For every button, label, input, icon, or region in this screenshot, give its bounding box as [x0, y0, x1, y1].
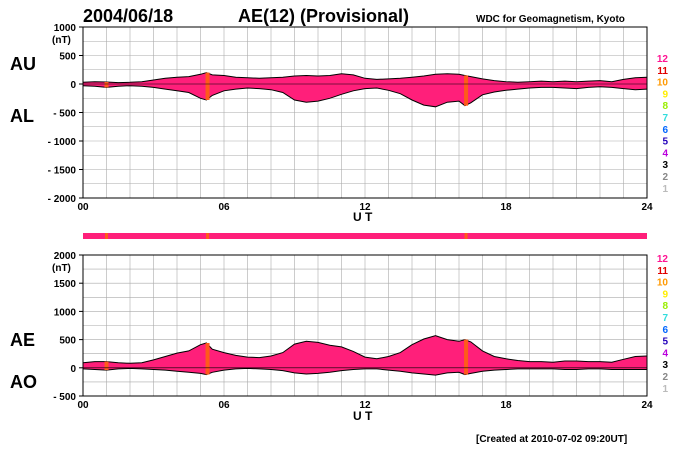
top-y-tick-label: - 1500 [48, 166, 77, 177]
top-x-tick-label: 12 [359, 202, 371, 213]
bottom-y-tick-label: 1000 [54, 307, 77, 318]
bottom-station-count-label: 9 [662, 289, 668, 300]
top-station-count-label: 12 [657, 54, 669, 65]
ao-series-label: AO [10, 372, 37, 392]
bottom-station-count-label: 3 [662, 360, 668, 371]
top-highlight-mark [464, 75, 469, 106]
bottom-envelope-area [83, 335, 647, 376]
bottom-ae-line [82, 335, 648, 364]
bottom-y-tick-label: - 500 [53, 392, 76, 403]
bottom-x-tick-label: 00 [77, 400, 89, 411]
top-x-tick-label: 24 [641, 202, 653, 213]
top-highlight-mark [205, 72, 210, 100]
top-station-count-label: 3 [662, 160, 668, 171]
bottom-station-count-label: 8 [662, 301, 668, 312]
au-series-label: AU [10, 54, 36, 74]
bottom-y-tick-label: 1500 [54, 279, 77, 290]
bottom-plot-frame [82, 254, 648, 397]
top-highlight-mark [104, 82, 109, 88]
top-station-count-label: 9 [662, 89, 668, 100]
top-station-count-label: 4 [662, 148, 668, 159]
bottom-y-tick-label: 2000 [54, 251, 77, 262]
top-al-line [82, 85, 648, 108]
figure-title: AE(12) (Provisional) [238, 6, 409, 26]
top-y-tick-label: - 2000 [48, 194, 77, 205]
top-station-count-label: 6 [662, 125, 668, 136]
station-coverage-mark [105, 233, 108, 239]
bottom-unit-label: (nT) [52, 263, 71, 274]
top-y-tick-label: 0 [70, 80, 76, 91]
bottom-station-count-label: 5 [662, 337, 668, 348]
created-timestamp: [Created at 2010-07-02 09:20UT] [476, 434, 627, 445]
source-label: WDC for Geomagnetism, Kyoto [476, 14, 625, 25]
top-y-tick-label: 1000 [54, 23, 77, 34]
top-station-count-label: 10 [657, 78, 669, 89]
top-station-count-label: 11 [657, 66, 668, 77]
top-x-tick-label: 00 [77, 202, 89, 213]
bottom-highlight-mark [205, 342, 210, 375]
bottom-highlight-mark [104, 361, 109, 371]
bottom-highlight-mark [464, 339, 469, 375]
bottom-station-count-label: 10 [657, 278, 669, 289]
station-coverage-bar [83, 233, 647, 239]
bottom-station-count-label: 4 [662, 348, 668, 359]
bottom-ao-line [82, 367, 647, 376]
top-unit-label: (nT) [52, 35, 71, 46]
bottom-y-tick-label: 500 [59, 336, 76, 347]
top-y-tick-label: - 1000 [48, 137, 77, 148]
bottom-station-count-label: 11 [657, 266, 668, 277]
bottom-station-count-label: 6 [662, 325, 668, 336]
top-x-tick-label: 06 [218, 202, 230, 213]
top-station-count-label: 2 [662, 172, 668, 183]
station-coverage-mark [464, 233, 468, 239]
top-y-tick-label: 500 [59, 52, 76, 63]
top-station-count-label: 8 [662, 101, 668, 112]
top-envelope-area [83, 72, 647, 107]
top-station-count-label: 1 [662, 184, 668, 195]
bottom-station-count-label: 7 [662, 313, 668, 324]
bottom-station-count-label: 1 [662, 384, 668, 395]
bottom-station-count-label: 12 [657, 254, 669, 265]
top-station-count-label: 5 [662, 137, 668, 148]
ae-series-label: AE [10, 330, 35, 350]
bottom-x-tick-label: 12 [359, 400, 371, 411]
bottom-x-axis-label: U T [353, 409, 373, 423]
al-series-label: AL [10, 106, 34, 126]
top-x-tick-label: 18 [500, 202, 512, 213]
bottom-x-tick-label: 18 [500, 400, 512, 411]
bottom-y-tick-label: 0 [70, 364, 76, 375]
bottom-station-count-label: 2 [662, 372, 668, 383]
bottom-x-tick-label: 06 [218, 400, 230, 411]
top-station-count-label: 7 [662, 113, 668, 124]
station-coverage-mark [206, 233, 210, 239]
top-au-line [82, 72, 648, 84]
top-y-tick-label: - 500 [53, 109, 76, 120]
date-label: 2004/06/18 [83, 6, 173, 26]
top-x-axis-label: U T [353, 210, 373, 224]
bottom-x-tick-label: 24 [641, 400, 653, 411]
